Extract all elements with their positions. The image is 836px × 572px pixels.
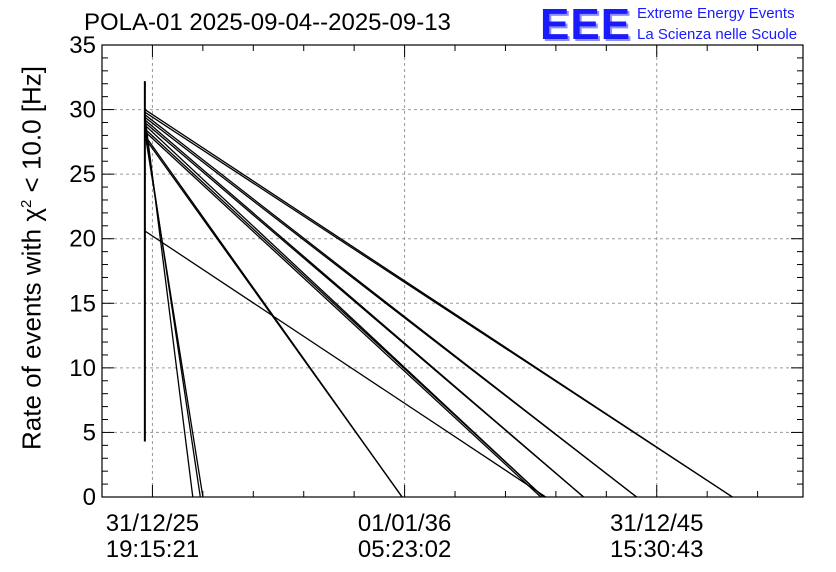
series-line xyxy=(144,116,637,498)
x-tick-label-time: 15:30:43 xyxy=(610,536,703,563)
series-line xyxy=(144,111,733,498)
plot-frame xyxy=(101,44,804,498)
series-line xyxy=(144,122,585,498)
y-tick-label: 15 xyxy=(69,290,96,317)
series-line xyxy=(144,137,403,498)
x-tick-label-date: 01/01/36 xyxy=(358,510,451,537)
y-tick-label: 20 xyxy=(69,226,96,253)
x-tick-label-time: 19:15:21 xyxy=(106,536,199,563)
y-tick-label: 35 xyxy=(69,32,96,59)
eee-logo-mark: EEE xyxy=(540,0,632,49)
series-line xyxy=(144,230,547,498)
y-tick-label: 10 xyxy=(69,355,96,382)
chart-title: POLA-01 2025-09-04--2025-09-13 xyxy=(84,9,451,36)
y-tick-label: 0 xyxy=(83,484,96,511)
logo-line2: La Scienza nelle Scuole xyxy=(637,26,798,43)
y-tick-label: 5 xyxy=(83,419,96,446)
x-tick-label-date: 31/12/45 xyxy=(610,510,703,537)
logo-line1: Extreme Energy Events xyxy=(637,5,795,22)
x-tick-label-time: 05:23:02 xyxy=(358,536,451,563)
series-line xyxy=(144,128,544,498)
eee-logo: EEE Extreme Energy Events La Scienza nel… xyxy=(540,0,836,49)
series-line xyxy=(144,132,204,498)
y-tick-label: 30 xyxy=(69,97,96,124)
y-tick-label: 25 xyxy=(69,161,96,188)
series-line xyxy=(144,131,542,498)
x-tick-label-date: 31/12/25 xyxy=(106,510,199,537)
